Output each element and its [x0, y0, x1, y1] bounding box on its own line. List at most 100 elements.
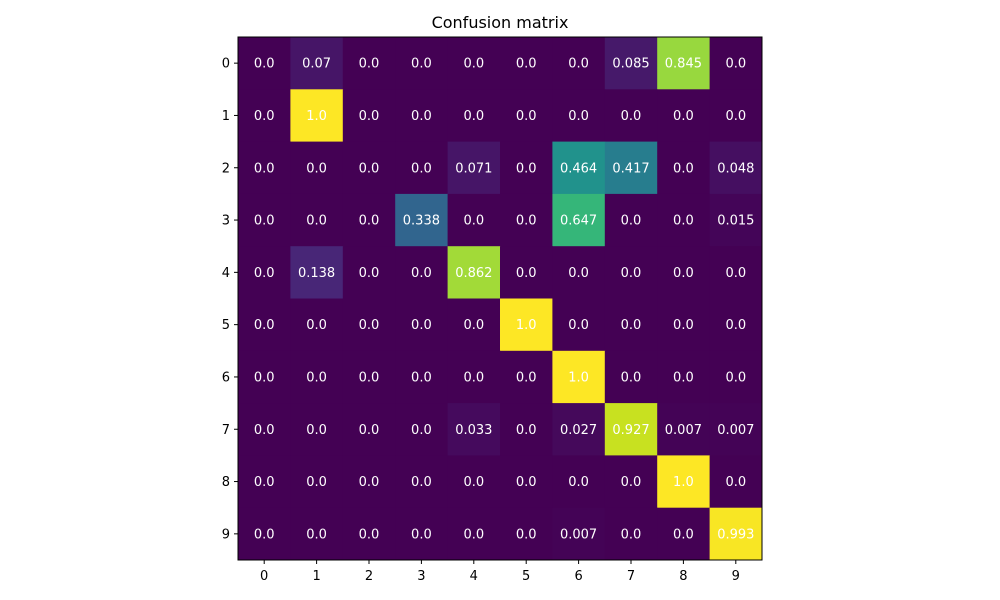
heatmap-cell-7-4 [447, 403, 501, 456]
cell-value-label-2-5: 0.0 [516, 161, 537, 176]
cell-value-label-1-9: 0.0 [725, 109, 746, 124]
y-tick-label-5: 5 [222, 318, 230, 333]
cell-value-label-4-9: 0.0 [725, 266, 746, 281]
heatmap-cell-4-5 [500, 246, 553, 299]
y-axis: 0 1 2 3 4 5 6 7 8 9 [222, 57, 238, 542]
cell-value-label-0-2: 0.0 [359, 57, 380, 72]
cell-value-label-7-5: 0.0 [516, 423, 537, 438]
cell-value-label-7-0: 0.0 [254, 423, 275, 438]
cell-value-label-6-0: 0.0 [254, 370, 275, 385]
heatmap-cell-3-7 [604, 193, 658, 247]
cell-value-label-2-8: 0.0 [673, 161, 694, 176]
cell-value-label-3-1: 0.0 [306, 214, 327, 229]
y-tick-label-4: 4 [222, 266, 230, 281]
cell-value-label-6-2: 0.0 [359, 370, 380, 385]
heatmap-cell-1-0 [238, 89, 291, 143]
heatmap-cell-3-0 [238, 193, 291, 247]
cell-value-label-8-3: 0.0 [411, 475, 432, 490]
heatmap-cell-8-4 [447, 455, 501, 509]
y-tick-label-2: 2 [222, 161, 230, 176]
cell-value-label-8-7: 0.0 [621, 475, 642, 490]
heatmap-cell-9-2 [342, 507, 396, 561]
cell-value-label-0-1: 0.07 [302, 57, 331, 72]
cell-value-label-0-9: 0.0 [725, 57, 746, 72]
x-tick-label-5: 5 [522, 569, 530, 584]
cell-value-label-9-5: 0.0 [516, 527, 537, 542]
cell-value-label-5-4: 0.0 [463, 318, 484, 333]
cell-value-label-4-2: 0.0 [359, 266, 380, 281]
heatmap-cell-0-4 [447, 37, 501, 90]
cell-value-label-2-6: 0.464 [560, 161, 597, 176]
heatmap-cell-3-8 [657, 193, 711, 247]
chart-title: Confusion matrix [432, 13, 569, 32]
heatmap-cell-7-5 [500, 403, 553, 456]
heatmap-cell-8-7 [604, 455, 658, 509]
cell-value-label-1-2: 0.0 [359, 109, 380, 124]
heatmap-cell-9-3 [395, 507, 449, 561]
heatmap-cell-4-4 [447, 246, 501, 299]
x-tick-label-9: 9 [732, 569, 740, 584]
heatmap-cell-9-6 [552, 507, 606, 561]
cell-value-label-5-6: 0.0 [568, 318, 589, 333]
heatmap-cell-7-6 [552, 403, 606, 456]
heatmap-cell-0-9 [709, 37, 763, 90]
cell-value-label-5-1: 0.0 [306, 318, 327, 333]
cell-value-label-8-5: 0.0 [516, 475, 537, 490]
x-tick-label-7: 7 [627, 569, 635, 584]
cell-value-label-3-0: 0.0 [254, 214, 275, 229]
heatmap-cell-9-0 [238, 507, 291, 561]
cell-value-label-4-8: 0.0 [673, 266, 694, 281]
heatmap-cell-2-4 [447, 141, 501, 195]
cell-value-label-9-4: 0.0 [463, 527, 484, 542]
cell-value-label-6-9: 0.0 [725, 370, 746, 385]
cell-value-label-2-1: 0.0 [306, 161, 327, 176]
cell-value-label-1-8: 0.0 [673, 109, 694, 124]
heatmap-cell-7-2 [342, 403, 396, 456]
heatmap-cell-9-4 [447, 507, 501, 561]
cell-value-label-4-7: 0.0 [621, 266, 642, 281]
cell-value-label-2-4: 0.071 [455, 161, 492, 176]
x-tick-label-1: 1 [312, 569, 320, 584]
cell-value-label-5-8: 0.0 [673, 318, 694, 333]
cell-value-label-1-4: 0.0 [463, 109, 484, 124]
cell-value-label-3-5: 0.0 [516, 214, 537, 229]
y-tick-label-8: 8 [222, 475, 230, 490]
heatmap-cell-4-3 [395, 246, 449, 299]
heatmap-cell-6-8 [657, 350, 711, 404]
heatmap-cell-5-2 [342, 298, 396, 352]
heatmap-cell-4-7 [604, 246, 658, 299]
cell-value-label-8-2: 0.0 [359, 475, 380, 490]
heatmap-cell-8-6 [552, 455, 606, 509]
cell-value-label-9-3: 0.0 [411, 527, 432, 542]
heatmap-cell-3-4 [447, 193, 501, 247]
y-tick-label-9: 9 [222, 527, 230, 542]
heatmap-cell-1-6 [552, 89, 606, 143]
cell-value-label-9-7: 0.0 [621, 527, 642, 542]
cell-value-label-1-6: 0.0 [568, 109, 589, 124]
heatmap-cell-3-2 [342, 193, 396, 247]
heatmap-cell-4-1 [290, 246, 344, 299]
heatmap-cell-2-0 [238, 141, 291, 195]
cell-value-label-3-3: 0.338 [403, 214, 440, 229]
cell-value-label-6-1: 0.0 [306, 370, 327, 385]
heatmap-cell-8-8 [657, 455, 711, 509]
cell-value-label-4-3: 0.0 [411, 266, 432, 281]
heatmap-cell-labels: 0.0 0.07 0.0 0.0 0.0 0.0 0.0 0.085 0.845 0.0 0.0 1.… [254, 57, 755, 543]
cell-value-label-9-1: 0.0 [306, 527, 327, 542]
cell-value-label-8-9: 0.0 [725, 475, 746, 490]
cell-value-label-0-5: 0.0 [516, 57, 537, 72]
x-tick-label-6: 6 [574, 569, 582, 584]
cell-value-label-2-9: 0.048 [717, 161, 754, 176]
heatmap-cell-7-3 [395, 403, 449, 456]
heatmap-cell-3-3 [395, 193, 449, 247]
heatmap-cell-6-5 [500, 350, 553, 404]
cell-value-label-8-1: 0.0 [306, 475, 327, 490]
y-tick-label-1: 1 [222, 109, 230, 124]
cell-value-label-7-6: 0.027 [560, 423, 597, 438]
cell-value-label-8-0: 0.0 [254, 475, 275, 490]
cell-value-label-6-8: 0.0 [673, 370, 694, 385]
heatmap-cell-2-9 [709, 141, 763, 195]
heatmap-cell-7-8 [657, 403, 711, 456]
cell-value-label-2-2: 0.0 [359, 161, 380, 176]
y-tick-label-0: 0 [222, 57, 230, 72]
